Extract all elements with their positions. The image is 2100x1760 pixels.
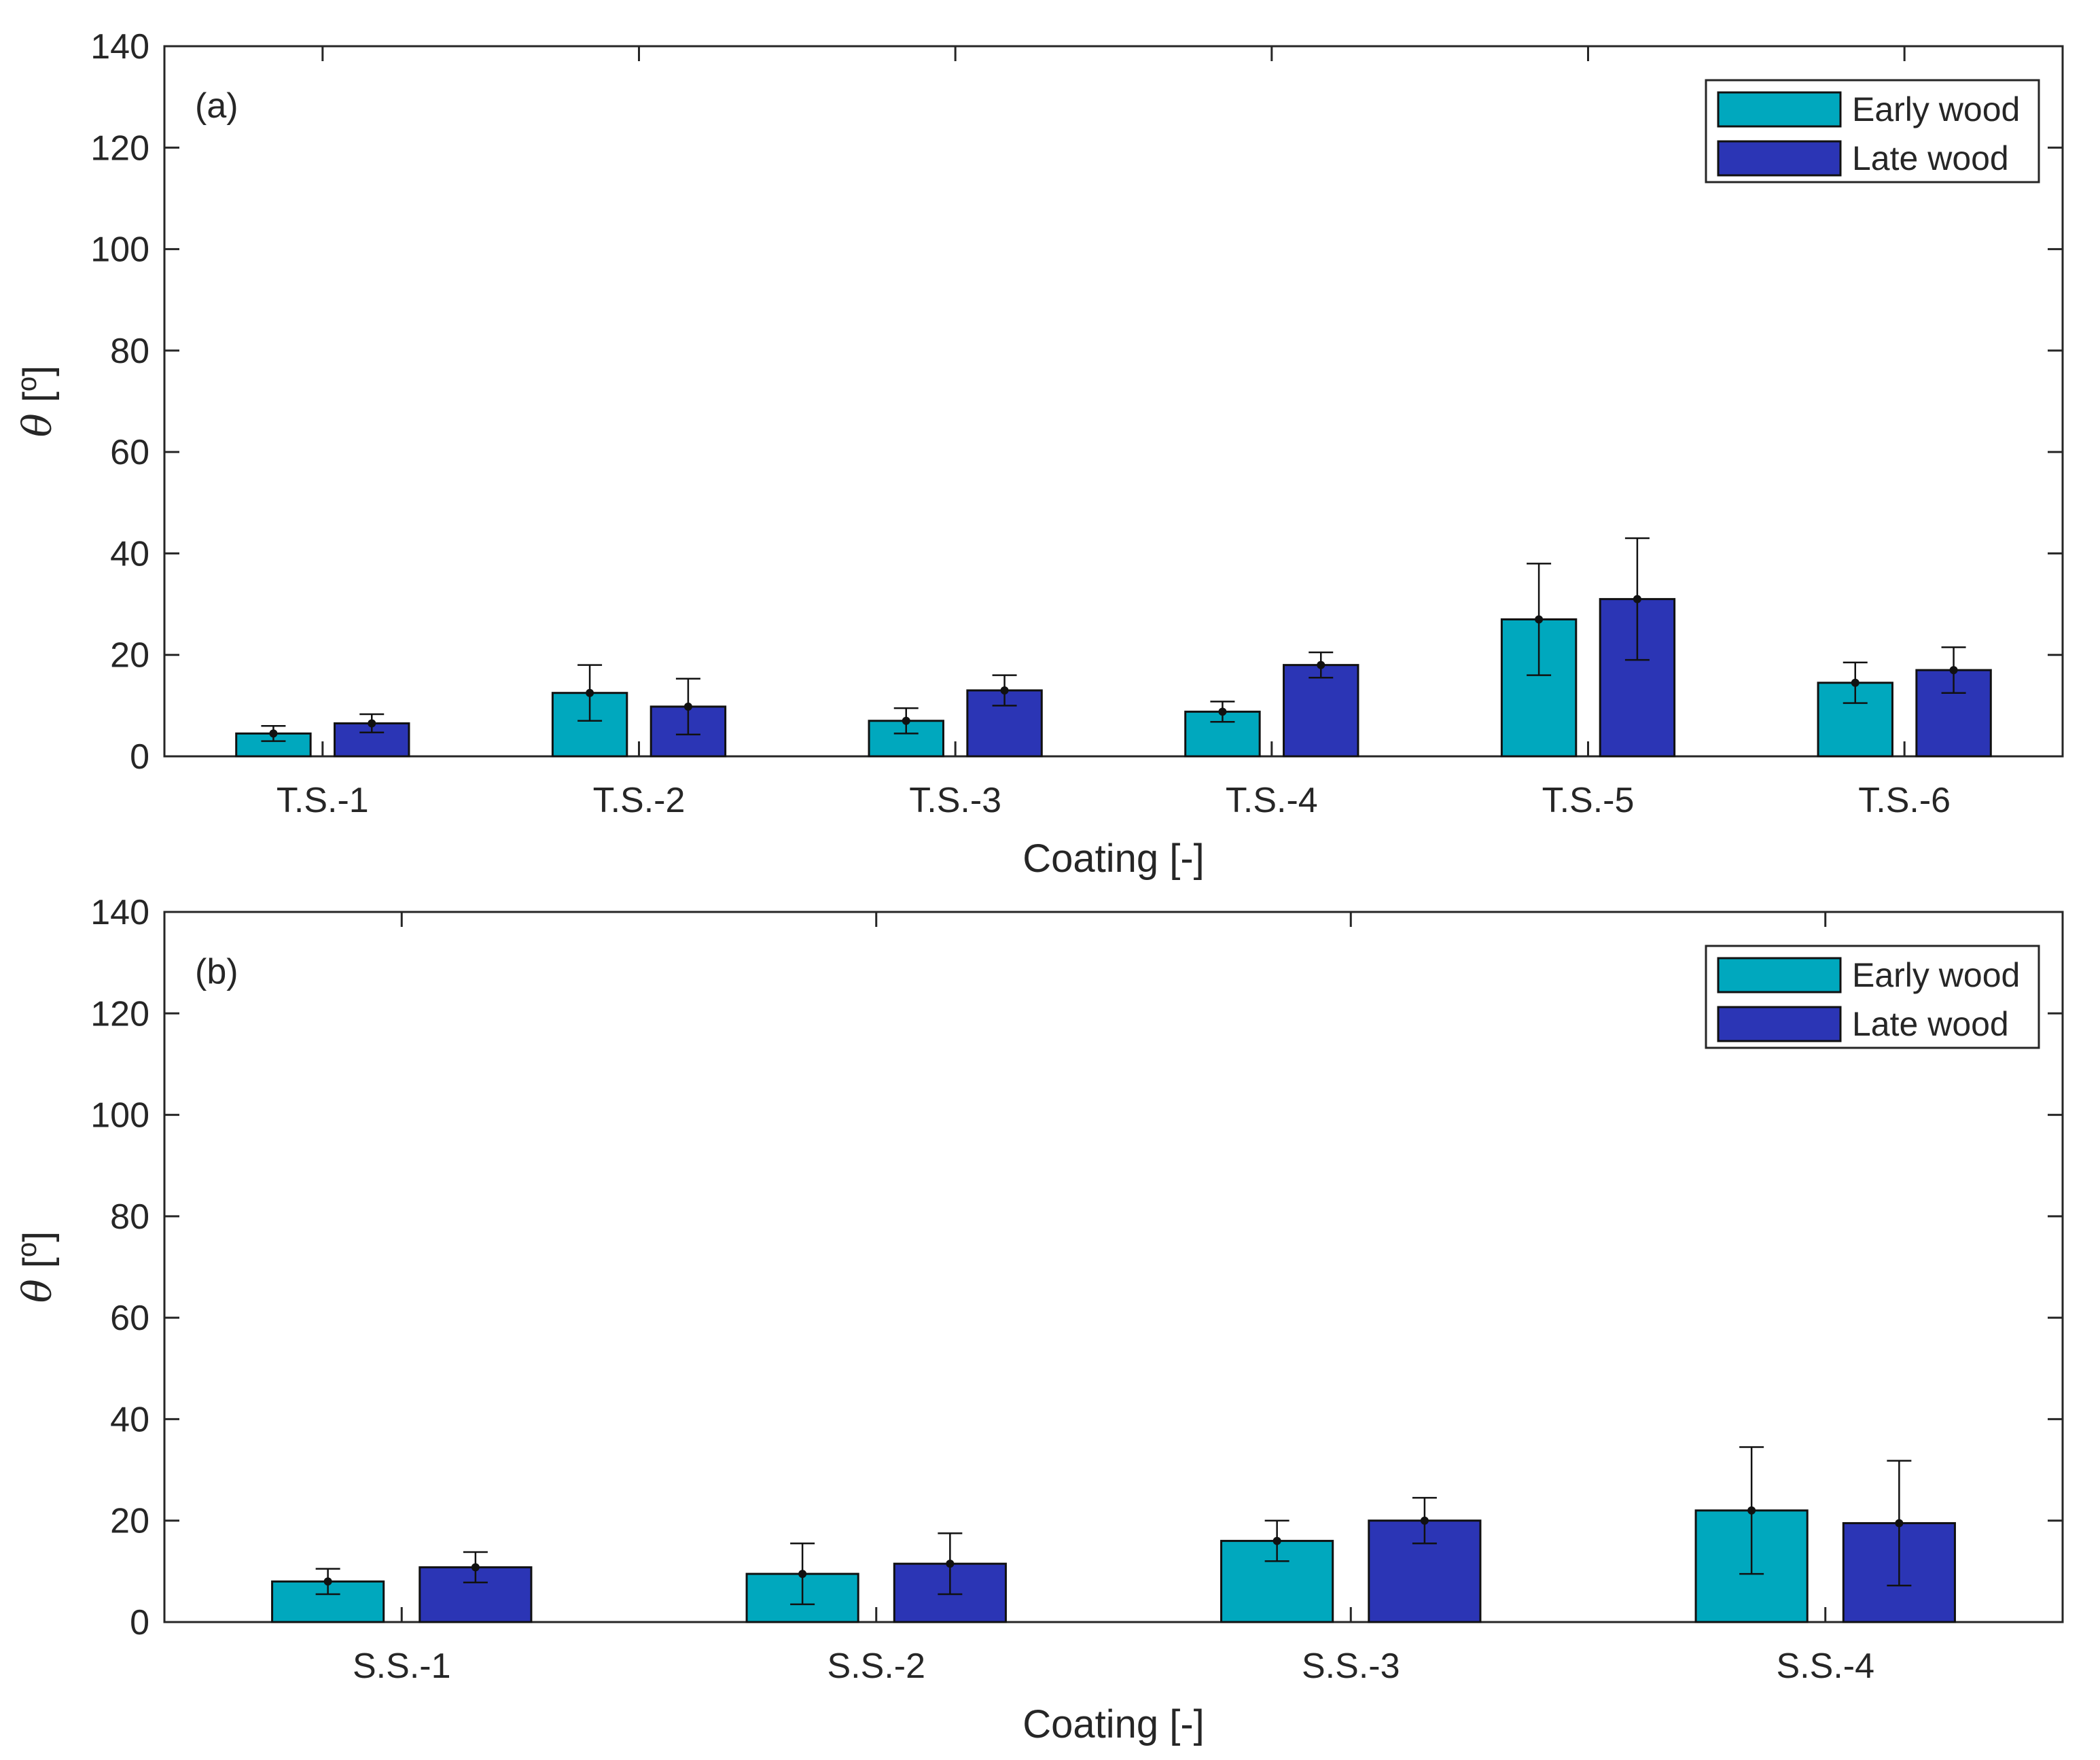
y-axis-label: θ [o] [12,366,60,438]
y-tick-label: 0 [130,1603,149,1642]
data-point [1317,661,1325,669]
data-point [1895,1519,1904,1528]
category-label: S.S.-2 [827,1647,926,1686]
y-axis-unit-sup: o [12,1242,42,1257]
y-axis-unit-close: ] [16,366,60,376]
category-label: T.S.-3 [909,781,1001,820]
data-point [683,702,692,711]
y-tick-label: 140 [90,893,149,932]
y-axis-symbol: θ [14,1279,60,1303]
bar-early-wood [1184,710,1261,758]
legend-label: Early wood [1852,956,2020,994]
category-label: S.S.-3 [1302,1647,1400,1686]
data-point [1949,666,1958,675]
legend-swatch-early-wood [1717,91,1842,128]
bar-late-wood [1283,664,1359,758]
data-point [946,1560,955,1568]
y-tick-label: 100 [90,230,149,270]
data-point [269,729,278,738]
y-axis-unit-close: ] [16,1231,60,1242]
y-tick-label: 80 [110,332,149,371]
legend-swatch-late-wood [1717,1006,1842,1042]
y-tick-label: 40 [110,1400,149,1439]
y-axis-unit-open: [ [16,391,60,413]
y-tick-label: 60 [110,433,149,472]
panel-label: (b) [195,952,238,991]
data-point [1851,678,1859,687]
category-label: S.S.-1 [353,1647,451,1686]
chart-panel-2: 0 20 40 60 80 100 120 140 S.S.-1 S.S.-2 S.S.-3 S.S.… [12,893,2064,1746]
legend-label: Late wood [1852,139,2009,177]
legend-label: Late wood [1852,1005,2009,1043]
legend: Early wood Late wood [1705,79,2040,183]
legend-swatch-early-wood [1717,957,1842,993]
category-label: T.S.-4 [1226,781,1318,820]
y-axis-unit-sup: o [12,376,42,391]
legend: Early wood Late wood [1705,945,2040,1049]
data-point [471,1563,480,1572]
y-tick-label: 0 [130,737,149,777]
y-axis-unit-open: [ [16,1257,60,1279]
data-point [798,1570,807,1579]
data-point [1420,1516,1429,1525]
category-label: S.S.-4 [1777,1647,1875,1686]
y-axis-label: θ [o] [12,1231,60,1303]
panel-label: (a) [195,86,238,126]
data-point [902,716,910,725]
legend-label: Early wood [1852,90,2020,128]
y-tick-label: 120 [90,128,149,168]
data-point [368,719,376,728]
y-tick-label: 20 [110,636,149,675]
data-point [1000,686,1009,694]
data-point [1633,595,1641,603]
axes-box [163,911,2064,1623]
y-axis-symbol: θ [14,413,60,437]
y-tick-label: 40 [110,534,149,574]
data-point [586,688,594,697]
axes-box [163,45,2064,758]
data-point [1273,1536,1281,1545]
category-label: T.S.-2 [593,781,686,820]
data-point [323,1577,332,1586]
data-point [1218,707,1227,716]
y-tick-label: 100 [90,1096,149,1136]
chart-panel-1: 0 20 40 60 80 100 120 140 T.S.-1 T.S.-2 T.S.-3 T.S.… [12,27,2064,881]
x-axis-label: Coating [-] [1022,1702,1205,1746]
data-point [1535,615,1544,624]
data-point [1747,1506,1756,1515]
y-tick-label: 80 [110,1197,149,1237]
y-tick-label: 60 [110,1299,149,1338]
category-label: T.S.-6 [1858,781,1951,820]
legend-swatch-late-wood [1717,140,1842,177]
x-axis-label: Coating [-] [1022,837,1205,881]
y-tick-label: 140 [90,27,149,67]
y-tick-label: 20 [110,1502,149,1541]
y-tick-label: 120 [90,994,149,1034]
category-label: T.S.-1 [277,781,369,820]
category-label: T.S.-5 [1542,781,1635,820]
